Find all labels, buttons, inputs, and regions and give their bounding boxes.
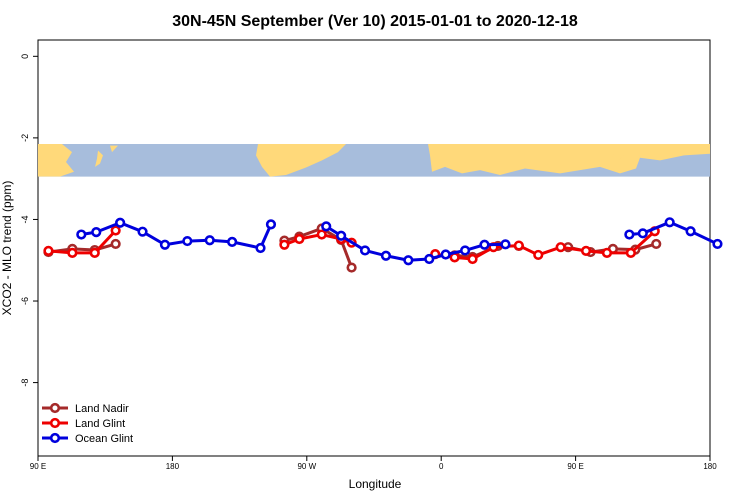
series-line <box>48 229 117 255</box>
data-point <box>159 239 171 250</box>
y-tick-label: -2 <box>20 134 30 142</box>
legend-marker <box>49 432 61 444</box>
data-point <box>637 228 648 239</box>
map-land-shape <box>110 145 118 153</box>
x-tick-label: 90 E <box>30 462 46 471</box>
data-point <box>664 217 675 228</box>
data-point <box>359 245 371 256</box>
x-axis-label: Longitude <box>349 477 402 491</box>
data-point <box>459 245 471 256</box>
data-point <box>43 245 54 256</box>
map-land-shape <box>95 150 103 167</box>
data-point <box>89 247 100 258</box>
data-point <box>424 253 435 265</box>
data-point <box>403 255 414 266</box>
series-ocean-glint <box>76 217 723 266</box>
data-point <box>625 247 636 258</box>
data-point <box>255 242 266 254</box>
map-land-shape <box>612 145 632 162</box>
data-point <box>204 235 215 246</box>
data-point <box>380 250 392 261</box>
data-point <box>76 229 87 240</box>
data-point <box>601 247 613 258</box>
data-point <box>137 226 148 237</box>
x-tick-label: 180 <box>166 462 180 471</box>
series-layer <box>43 217 723 273</box>
data-point <box>533 249 544 261</box>
data-point <box>580 245 592 256</box>
y-tick-label: -4 <box>20 215 30 223</box>
legend: Land Nadir Land Glint Ocean Glint <box>42 402 133 445</box>
data-point <box>316 229 327 240</box>
y-tick-label: -6 <box>20 297 30 305</box>
data-point <box>294 233 305 245</box>
data-point <box>279 239 290 250</box>
data-point <box>624 229 635 240</box>
plot-frame <box>37 39 711 457</box>
map-land-shape <box>256 144 346 177</box>
data-point <box>115 217 126 228</box>
data-point <box>500 239 511 250</box>
legend-marker <box>49 402 61 414</box>
series-line <box>325 225 506 262</box>
x-axis: 90 E 180 90 W 0 90 E 180 <box>30 456 717 471</box>
data-point <box>67 247 78 258</box>
data-point <box>110 225 121 236</box>
data-point <box>651 238 662 250</box>
data-point <box>227 236 238 247</box>
x-tick-label: 90 E <box>567 462 583 471</box>
data-point <box>265 219 277 230</box>
y-axis-label: XCO2 - MLO trend (ppm) <box>0 181 14 316</box>
legend-label: Land Glint <box>75 418 125 430</box>
y-tick-label: 0 <box>20 54 30 59</box>
data-point <box>91 226 102 238</box>
data-point <box>513 240 524 251</box>
legend-label: Land Nadir <box>75 403 129 415</box>
data-point <box>110 238 121 250</box>
data-point <box>336 230 347 241</box>
y-tick-label: -8 <box>20 379 30 387</box>
chart-title: 30N-45N September (Ver 10) 2015-01-01 to… <box>172 13 578 30</box>
map-land-shape <box>640 145 650 156</box>
map-land <box>38 144 710 177</box>
data-point <box>712 238 723 250</box>
data-point <box>440 249 451 260</box>
data-point <box>321 221 332 232</box>
data-point <box>555 242 566 253</box>
data-point <box>685 226 696 237</box>
y-axis: 0 -2 -4 -6 -8 <box>20 54 38 387</box>
x-tick-label: 180 <box>703 462 717 471</box>
data-point <box>182 235 193 247</box>
world-map-band <box>38 144 710 177</box>
x-tick-label: 0 <box>439 462 444 471</box>
legend-label: Ocean Glint <box>75 433 133 445</box>
data-point <box>479 239 490 250</box>
map-land-shape <box>38 144 74 177</box>
series-line <box>81 221 273 250</box>
x-tick-label: 90 W <box>297 462 316 471</box>
data-point <box>467 253 478 265</box>
legend-marker <box>49 417 61 429</box>
data-point <box>346 262 357 273</box>
map-land-shape <box>428 144 710 175</box>
